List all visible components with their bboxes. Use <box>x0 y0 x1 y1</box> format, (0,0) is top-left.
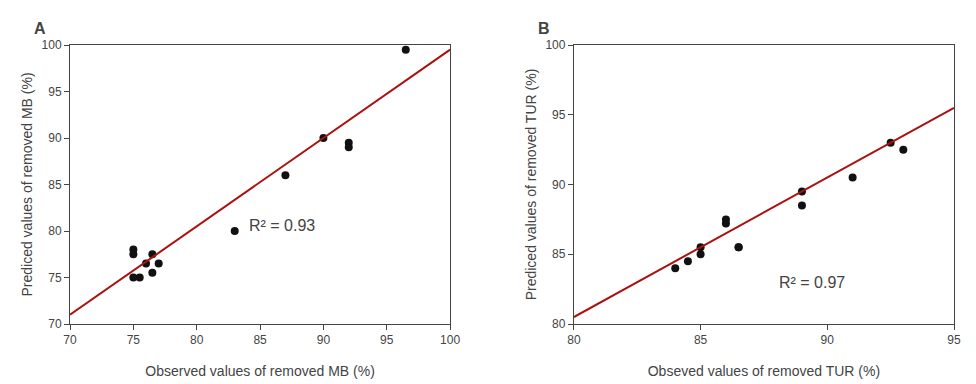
svg-text:85: 85 <box>48 178 62 192</box>
svg-text:R² = 0.97: R² = 0.97 <box>779 274 845 291</box>
svg-text:85: 85 <box>253 333 267 347</box>
svg-text:Prediced values of removed MB: Prediced values of removed MB (%) <box>19 72 35 296</box>
svg-text:100: 100 <box>545 38 565 52</box>
svg-text:80: 80 <box>190 333 204 347</box>
svg-text:100: 100 <box>42 38 62 52</box>
svg-text:Observed values of removed MB: Observed values of removed MB (%) <box>145 363 375 379</box>
svg-text:B: B <box>538 20 550 37</box>
svg-text:85: 85 <box>552 247 566 261</box>
svg-text:95: 95 <box>380 333 394 347</box>
svg-text:80: 80 <box>567 333 581 347</box>
svg-text:80: 80 <box>552 317 566 331</box>
svg-text:95: 95 <box>552 108 566 122</box>
svg-text:90: 90 <box>317 333 331 347</box>
svg-text:70: 70 <box>63 333 77 347</box>
svg-text:75: 75 <box>48 271 62 285</box>
svg-text:90: 90 <box>552 178 566 192</box>
svg-text:R² = 0.93: R² = 0.93 <box>249 217 315 234</box>
svg-text:85: 85 <box>694 333 708 347</box>
svg-text:A: A <box>34 20 46 37</box>
svg-text:Prediced values of removed TUR: Prediced values of removed TUR (%) <box>523 69 539 301</box>
svg-text:80: 80 <box>48 224 62 238</box>
svg-text:70: 70 <box>48 317 62 331</box>
svg-text:75: 75 <box>127 333 141 347</box>
svg-text:95: 95 <box>947 333 961 347</box>
svg-text:90: 90 <box>821 333 835 347</box>
svg-text:Obseved values of removed TUR: Obseved values of removed TUR (%) <box>648 363 880 379</box>
svg-text:100: 100 <box>440 333 460 347</box>
svg-text:95: 95 <box>48 85 62 99</box>
svg-text:90: 90 <box>48 131 62 145</box>
